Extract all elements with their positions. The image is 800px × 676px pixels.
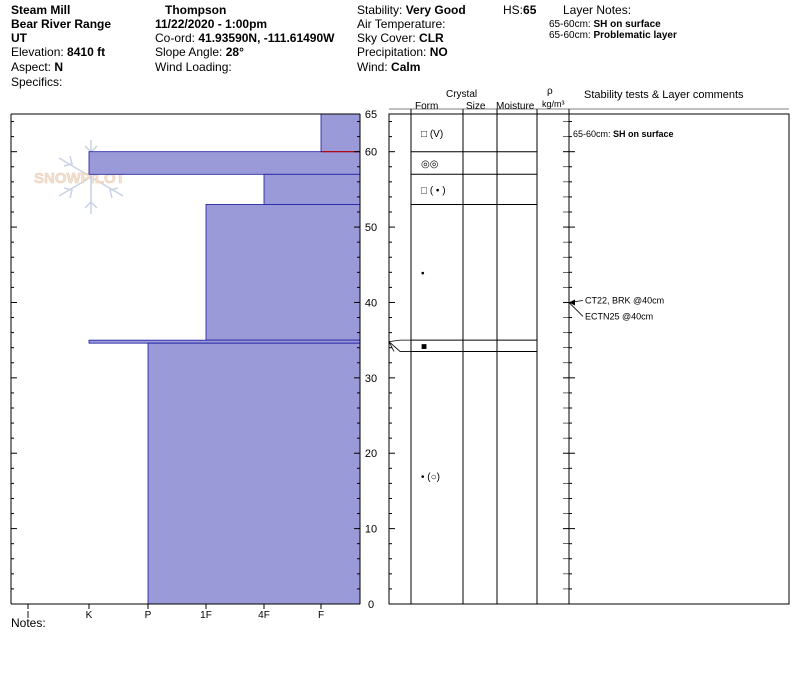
hs-label: HS: <box>503 3 524 17</box>
hardness-bar <box>88 339 361 344</box>
aspect-row: Aspect: N <box>11 60 63 74</box>
wind-value: Calm <box>391 60 421 74</box>
depth-tick-label: 20 <box>365 448 377 460</box>
depth-tick-label: 0 <box>368 599 374 611</box>
precip-row: Precipitation: NO <box>357 45 448 59</box>
layer-comment: 65-60cm: SH on surface <box>573 129 674 139</box>
wind-row: Wind: Calm <box>357 60 420 74</box>
specifics-label: Specifics: <box>11 75 63 89</box>
precip-value: NO <box>429 45 448 59</box>
col-rho: ρ <box>547 86 553 97</box>
aspect-label: Aspect: <box>11 60 52 74</box>
hardness-tick-label: I <box>27 610 30 621</box>
hs-value: 65 <box>523 3 537 17</box>
crystal-form: □ ( • ) <box>421 185 446 196</box>
wind-loading-label: Wind Loading: <box>155 60 232 74</box>
stability-row: Stability: Very Good <box>357 3 466 17</box>
depth-tick-label: 50 <box>365 222 377 234</box>
hardness-bar <box>205 204 361 341</box>
sky-value: CLR <box>419 31 444 45</box>
sky-row: Sky Cover: CLR <box>357 31 444 45</box>
crystal-form: • <box>421 268 425 279</box>
sky-label: Sky Cover: <box>357 31 416 45</box>
col-crystal: Crystal <box>446 89 478 100</box>
hardness-tick-label: F <box>318 610 324 621</box>
layer-note-range: 65-60cm: <box>549 30 591 41</box>
col-density-unit: kg/m³ <box>542 99 565 109</box>
snowpilot-logo: SNOWPILOT <box>34 140 125 214</box>
layer-note-1: 65-60cm: SH on surface <box>549 19 661 31</box>
air-temp-label: Air Temperature: <box>357 17 446 31</box>
depth-tick-label: 65 <box>365 109 377 121</box>
depth-tick-label: 30 <box>365 373 377 385</box>
col-form: Form <box>415 101 439 112</box>
stability-test-pointer <box>568 302 584 317</box>
hardness-tick-label: 1F <box>200 610 212 621</box>
stability-value: Very Good <box>405 3 466 17</box>
observation-datetime: 11/22/2020 - 1:00pm <box>155 17 268 31</box>
layer-notes-title: Layer Notes: <box>563 3 632 17</box>
layer-note-range: 65-60cm: <box>549 19 591 30</box>
layer-note-text: SH on surface <box>593 19 661 30</box>
elevation-value: 8410 ft <box>67 45 106 59</box>
depth-tick-label: 10 <box>365 524 377 536</box>
hardness-bar <box>88 151 361 175</box>
observer-name: Thompson <box>165 3 227 17</box>
elevation-label: Elevation: <box>11 45 64 59</box>
crystal-form: • (○) <box>421 472 440 483</box>
slope-row: Slope Angle: 28° <box>155 45 244 59</box>
thin-layer-connector <box>388 341 395 352</box>
coord-label: Co-ord: <box>155 31 196 45</box>
slope-label: Slope Angle: <box>155 45 223 59</box>
hardness-bar <box>263 173 361 205</box>
col-size: Size <box>466 101 486 112</box>
col-moisture: Moisture <box>496 101 535 112</box>
coord-row: Co-ord: 41.93590N, -111.61490W <box>155 31 334 45</box>
crystal-form: ■ <box>421 341 427 352</box>
stability-test: CT22, BRK @40cm <box>585 295 664 305</box>
hardness-bar <box>147 342 361 605</box>
layer-table-border <box>388 113 790 605</box>
hardness-bar <box>320 113 361 153</box>
stability-label: Stability: <box>357 3 403 17</box>
thin-layer-connector <box>388 341 411 352</box>
stability-test: ECTN25 @40cm <box>585 311 653 321</box>
precip-label: Precipitation: <box>357 45 427 59</box>
notes-label: Notes: <box>11 616 46 630</box>
coord-value: 41.93590N, -111.61490W <box>198 31 335 45</box>
location-name: Steam Mill <box>11 3 71 17</box>
slope-value: 28° <box>225 45 244 59</box>
hardness-tick-label: K <box>86 610 93 621</box>
hardness-tick-label: P <box>145 610 152 621</box>
elevation-row: Elevation: 8410 ft <box>11 45 105 59</box>
depth-tick-label: 60 <box>365 147 377 159</box>
wind-label: Wind: <box>357 60 388 74</box>
thin-layer-connector <box>388 339 411 343</box>
depth-tick-label: 40 <box>365 297 377 309</box>
crystal-form: □ (V) <box>421 129 443 140</box>
state-name: UT <box>11 31 27 45</box>
layer-comment-range: 65-60cm: <box>573 129 613 139</box>
layer-comment-text: SH on surface <box>613 129 674 139</box>
hardness-tick-label: 4F <box>258 610 270 621</box>
stability-test-arrowhead <box>569 299 575 306</box>
layer-note-text: Problematic layer <box>593 30 677 41</box>
layer-note-2: 65-60cm: Problematic layer <box>549 30 677 42</box>
col-stability: Stability tests & Layer comments <box>584 89 744 101</box>
hs-row: HS:65 <box>503 3 536 17</box>
crystal-form: ◎◎ <box>421 159 439 170</box>
aspect-value: N <box>54 60 64 74</box>
range-name: Bear River Range <box>11 17 112 31</box>
